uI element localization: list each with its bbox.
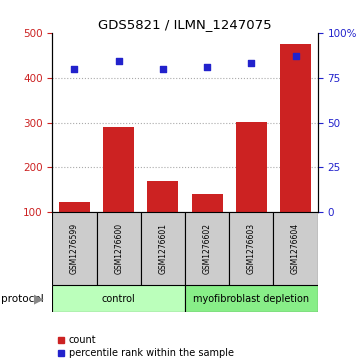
Bar (274, 212, 318, 285)
Text: ▶: ▶ (34, 292, 44, 305)
Text: GSM1276604: GSM1276604 (291, 223, 300, 274)
Bar (185, 212, 229, 285)
Bar (103, 127, 134, 212)
Bar (280, 44, 311, 212)
Point (293, 53, 299, 59)
Bar (192, 194, 223, 212)
Bar (52, 285, 185, 312)
Bar (147, 181, 178, 212)
Bar (52, 212, 97, 285)
Legend: count, percentile rank within the sample: count, percentile rank within the sample (57, 335, 234, 358)
Text: myofibroblast depletion: myofibroblast depletion (193, 294, 309, 303)
Title: GDS5821 / ILMN_1247075: GDS5821 / ILMN_1247075 (98, 19, 272, 32)
Point (160, 66, 166, 72)
Bar (59, 203, 90, 212)
Text: GSM1276599: GSM1276599 (70, 223, 79, 274)
Bar (236, 122, 267, 212)
Bar (185, 285, 318, 312)
Point (116, 58, 122, 64)
Text: GSM1276602: GSM1276602 (203, 223, 212, 274)
Bar (229, 212, 274, 285)
Text: control: control (102, 294, 135, 303)
Bar (141, 212, 185, 285)
Point (248, 60, 254, 66)
Text: protocol: protocol (1, 294, 43, 303)
Text: GSM1276603: GSM1276603 (247, 223, 256, 274)
Text: GSM1276600: GSM1276600 (114, 223, 123, 274)
Bar (97, 212, 141, 285)
Point (71, 66, 77, 72)
Text: GSM1276601: GSM1276601 (158, 223, 168, 274)
Point (204, 64, 210, 70)
